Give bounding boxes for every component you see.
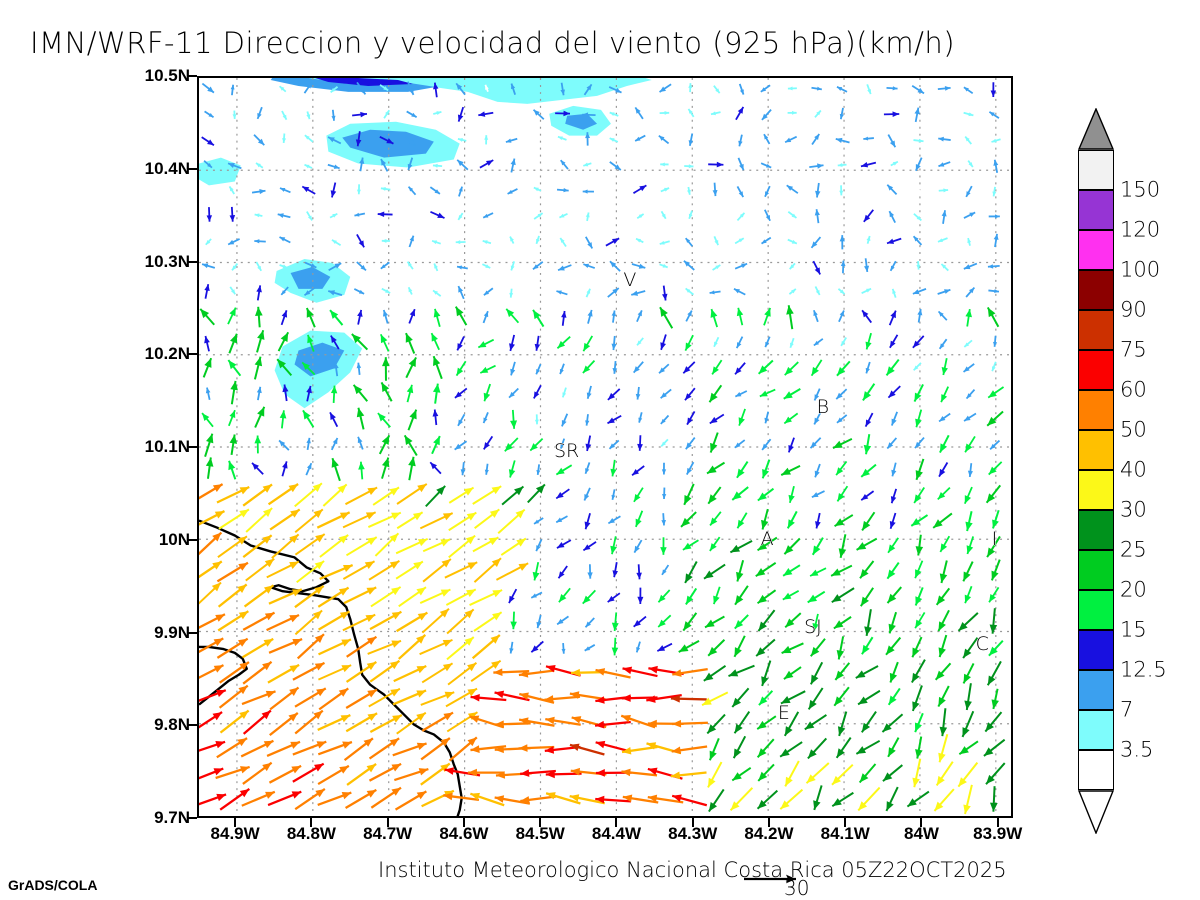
colorbar-segment[interactable]	[1078, 230, 1114, 270]
x-axis-tick-mark	[996, 818, 999, 827]
x-axis-tick-label: 84.5W	[515, 824, 565, 843]
colorbar-segment[interactable]	[1078, 750, 1114, 790]
y-axis-tick-label: 10.3N	[144, 251, 190, 271]
colorbar-segment[interactable]	[1078, 710, 1114, 750]
colorbar-tick-label: 15	[1120, 617, 1147, 642]
grads-credit: GrADS/COLA	[8, 877, 98, 893]
x-axis-tick-label: 83.9W	[973, 824, 1023, 843]
y-axis-tick-label: 9.7N	[154, 808, 190, 827]
y-axis-tick-mark	[188, 724, 197, 727]
y-axis-tick-mark	[188, 631, 197, 634]
city-label-layer: V B SR A I SJ C E	[199, 78, 1011, 816]
reference-vector-label: 30	[784, 876, 810, 900]
x-axis-tick-mark	[844, 818, 847, 827]
city-label: C	[975, 632, 989, 655]
wind-vector-plot[interactable]: V B SR A I SJ C E	[197, 76, 1013, 818]
y-axis-tick-label: 10.1N	[144, 437, 190, 456]
city-label: I	[991, 527, 998, 550]
x-axis-tick-mark	[462, 818, 465, 827]
colorbar-tick-label: 12.5	[1120, 657, 1167, 682]
colorbar-tick-label: 40	[1120, 457, 1147, 482]
x-axis-tick-label: 84.3W	[668, 824, 718, 843]
colorbar-tick-label: 25	[1120, 537, 1147, 562]
reference-vector-icon	[744, 874, 796, 884]
colorbar-segment[interactable]	[1078, 590, 1114, 630]
y-axis-tick-label: 10N	[158, 529, 190, 549]
colorbar-segment[interactable]	[1078, 430, 1114, 470]
coastline-layer	[199, 519, 463, 816]
x-axis-tick-label: 84.7W	[363, 824, 413, 843]
colorbar-tick-label: 30	[1120, 497, 1147, 522]
colorbar-min-arrow	[1078, 790, 1114, 834]
colorbar-segment[interactable]	[1078, 350, 1114, 390]
colorbar-tick-label: 3.5	[1120, 737, 1154, 762]
city-label: A	[760, 527, 774, 550]
y-axis-tick-mark	[188, 817, 197, 819]
x-axis-tick-label: 84.8W	[286, 824, 336, 843]
y-axis-tick-label: 9.8N	[154, 715, 190, 735]
colorbar-tick-label: 120	[1120, 217, 1161, 242]
x-axis-tick-mark	[539, 818, 542, 827]
city-label: B	[816, 396, 830, 419]
colorbar-segment[interactable]	[1078, 310, 1114, 350]
x-axis-tick-mark	[386, 818, 389, 827]
page-title: IMN/WRF-11 Direccion y velocidad del vie…	[30, 26, 956, 60]
city-label: SR	[553, 439, 580, 462]
y-axis-tick-label: 10.5N	[144, 66, 190, 85]
y-axis-tick-mark	[188, 75, 197, 77]
y-axis-tick-label: 10.2N	[144, 344, 190, 364]
x-axis-tick-mark	[234, 818, 237, 827]
colorbar-segment[interactable]	[1078, 150, 1114, 190]
y-axis-tick-mark	[188, 538, 197, 541]
city-label: V	[623, 269, 637, 292]
colorbar-segment[interactable]	[1078, 390, 1114, 430]
wind-vector-layer	[199, 81, 1006, 815]
colorbar-segment[interactable]	[1078, 670, 1114, 710]
colorbar-tick-label: 90	[1120, 297, 1147, 322]
y-axis-tick-mark	[188, 260, 197, 263]
colorbar-segment[interactable]	[1078, 270, 1114, 310]
colorbar-segment[interactable]	[1078, 190, 1114, 230]
colorbar-max-arrow	[1078, 108, 1114, 150]
colorbar-tick-label: 50	[1120, 417, 1147, 442]
x-axis-tick-mark	[691, 818, 694, 827]
colorbar-segment[interactable]	[1078, 470, 1114, 510]
x-axis-tick-mark	[767, 818, 770, 827]
colorbar-tick-label: 100	[1120, 257, 1161, 282]
colorbar-tick-label: 150	[1120, 177, 1161, 202]
footer-attribution: Instituto Meteorologico Nacional Costa R…	[378, 858, 1007, 882]
y-axis-tick-mark	[188, 353, 197, 356]
colorbar-tick-label: 75	[1120, 337, 1147, 362]
x-axis-tick-label: 84.1W	[820, 824, 870, 843]
x-axis-tick-mark	[920, 818, 923, 827]
colorbar-segment[interactable]	[1078, 550, 1114, 590]
x-axis-tick-mark	[615, 818, 618, 827]
x-axis-tick-label: 84.9W	[210, 824, 260, 843]
x-axis-tick-label: 84.6W	[439, 824, 489, 843]
x-axis-tick-label: 84.4W	[591, 824, 642, 843]
colorbar-segment[interactable]	[1078, 630, 1114, 670]
y-axis-tick-mark	[188, 167, 197, 170]
city-label: SJ	[804, 616, 822, 639]
colorbar-tick-label: 60	[1120, 377, 1147, 402]
y-axis-tick-label: 10.4N	[144, 158, 190, 178]
colorbar-segment[interactable]	[1078, 510, 1114, 550]
city-label: E	[777, 702, 790, 725]
y-axis-tick-mark	[188, 446, 197, 448]
colorbar-tick-label: 7	[1120, 697, 1134, 722]
x-axis-tick-label: 84.2W	[744, 824, 794, 843]
colorbar-legend[interactable]: 150 120 100 90 75 60 50 40 30 25 20 15 12.5 7 3.5	[1078, 108, 1167, 834]
y-axis-tick-label: 9.9N	[154, 622, 190, 642]
colorbar-tick-label: 20	[1120, 577, 1147, 602]
gridline-layer	[199, 78, 1011, 816]
x-axis-tick-mark	[310, 818, 313, 827]
x-axis-tick-label: 84W	[904, 824, 939, 843]
